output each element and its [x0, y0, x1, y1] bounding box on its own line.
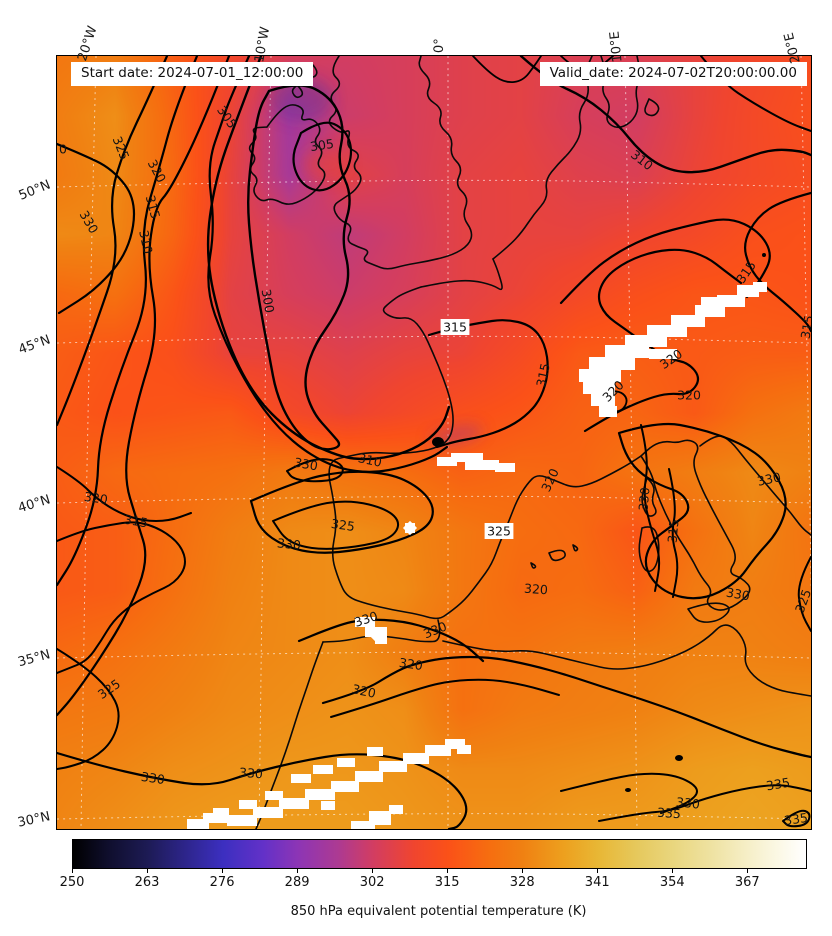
colorbar-tick-mark	[597, 869, 599, 873]
contour-label: 315	[533, 362, 553, 388]
start-date-annotation: Start date: 2024-07-01_12:00:00	[71, 62, 314, 86]
contour-label: 325	[487, 524, 511, 539]
latitude-tick-label: 50°N	[16, 177, 53, 204]
contour-label: 330	[239, 765, 264, 782]
contour-label: 330	[140, 769, 166, 787]
contour-label: 330	[77, 208, 102, 236]
contour-label: 315	[123, 512, 149, 531]
contour-label: 305	[214, 103, 240, 131]
colorbar-tick-label: 328	[509, 875, 535, 890]
contour-label: 335	[657, 805, 682, 822]
colorbar-tick-label: 289	[284, 875, 310, 890]
contour-label: 315	[443, 320, 467, 335]
contour-label: 320	[145, 157, 169, 185]
contour-label: 305	[309, 136, 335, 154]
map-plot: 0 325 320 315 310 330 305 305 300 310 315 315 315 315…	[56, 55, 812, 830]
colorbar-tick-mark	[72, 869, 73, 873]
masked-terrain-patches	[187, 282, 767, 829]
contour-label: 320	[351, 681, 378, 701]
contour-label: 330	[276, 535, 301, 552]
colorbar-tick-mark	[222, 869, 224, 873]
field-anomaly-blobs	[269, 77, 766, 792]
contour-label: 0	[59, 142, 67, 157]
contour-label: 330	[756, 469, 783, 489]
latitude-tick-label: 30°N	[16, 809, 52, 831]
contour-label: 300	[259, 288, 278, 314]
latitude-tick-label: 45°N	[16, 332, 53, 358]
colorbar-tick-label: 263	[134, 875, 160, 890]
colorbar-tick-label: 315	[434, 875, 460, 890]
colorbar-tick-mark	[297, 869, 299, 873]
contour-label: 310	[357, 450, 384, 470]
contour-label: 325	[792, 587, 811, 615]
contour-label: 315	[143, 194, 164, 221]
contour-label: 325	[330, 516, 356, 534]
colorbar-tick-mark	[522, 869, 524, 873]
colorbar-tick-label: 276	[209, 875, 235, 890]
contour-label: 315	[664, 518, 681, 543]
contour-label: 315	[798, 314, 811, 340]
map-overlay: 0 325 320 315 310 330 305 305 300 310 315 315 315 315…	[57, 56, 811, 829]
contour-label: 310	[628, 147, 656, 174]
contour-label: 320	[398, 655, 424, 673]
colorbar-tick-label: 250	[59, 875, 85, 890]
contour-label: 330	[352, 608, 379, 630]
colorbar-tick-mark	[372, 869, 374, 873]
latitude-tick-label: 35°N	[16, 647, 52, 671]
colorbar-tick-mark	[747, 869, 749, 873]
colorbar-tick-mark	[447, 869, 449, 873]
colorbar-tick-label: 354	[659, 875, 685, 890]
colorbar-tick-label: 367	[734, 875, 760, 890]
contour-label: 335	[783, 810, 809, 828]
colorbar-tick-mark	[147, 869, 149, 873]
contour-label: 310	[136, 229, 156, 256]
colorbar-label: 850 hPa equivalent potential temperature…	[290, 904, 587, 919]
contour-label: 320	[677, 388, 701, 403]
contour-label: 330	[635, 486, 652, 511]
contour-label: 330	[421, 619, 449, 642]
contour-label: 315	[733, 258, 759, 286]
contour-lines	[57, 56, 811, 829]
colorbar-tick-label: 302	[359, 875, 385, 890]
contour-label: 320	[538, 466, 562, 494]
contour-label: 330	[725, 585, 751, 604]
colorbar-tick-mark	[672, 869, 674, 873]
longitude-tick-label: 0°	[431, 38, 448, 54]
contour-label: 335	[765, 775, 791, 794]
contour-label: 320	[524, 581, 549, 598]
contour-label: 330	[675, 794, 700, 811]
latitude-tick-label: 40°N	[16, 492, 53, 517]
longitude-tick-label: 10°E	[607, 30, 626, 64]
colorbar-tick-label: 341	[584, 875, 610, 890]
contour-label: 330	[293, 455, 319, 474]
valid-date-annotation: Valid_date: 2024-07-02T20:00:00.00	[539, 62, 807, 86]
contour-label: 320	[83, 489, 109, 507]
colorbar	[72, 839, 807, 869]
